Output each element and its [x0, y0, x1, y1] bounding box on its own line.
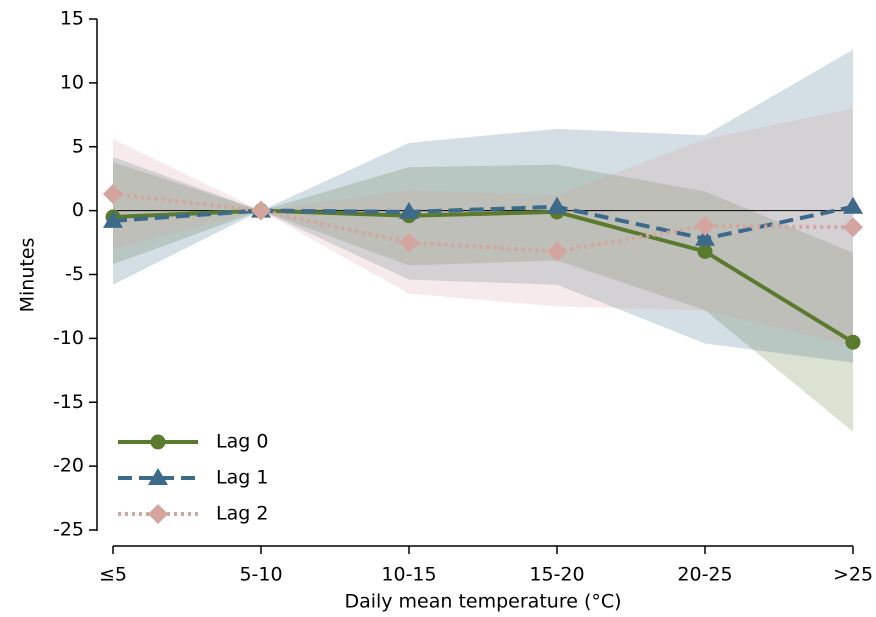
data-point: [695, 228, 715, 246]
y-tick-label: -20: [53, 455, 84, 477]
x-tick-label: ≤5: [99, 564, 127, 586]
confidence-band: [113, 108, 853, 347]
data-point: [103, 210, 123, 228]
data-point: [547, 241, 567, 262]
x-tick-label: 20-25: [677, 564, 732, 586]
confidence-band: [113, 49, 853, 363]
x-tick-label: >25: [833, 564, 873, 586]
data-point: [399, 232, 419, 253]
y-tick-label: -10: [53, 327, 84, 349]
y-tick-label: 15: [60, 8, 84, 30]
data-point: [843, 196, 863, 214]
data-point: [547, 196, 567, 214]
legend-label: Lag 1: [216, 467, 268, 489]
data-point: [399, 201, 419, 219]
x-tick-label: 10-15: [381, 564, 436, 586]
legend-marker: [150, 434, 166, 450]
x-tick-label: 5-10: [239, 564, 282, 586]
y-axis-label: Minutes: [17, 238, 39, 313]
x-tick-label: 15-20: [529, 564, 584, 586]
legend-marker: [148, 468, 168, 485]
y-tick-label: -15: [53, 391, 84, 413]
y-tick-label: -25: [53, 519, 84, 541]
y-tick-label: 10: [60, 71, 84, 93]
data-point: [103, 184, 123, 205]
data-point: [695, 215, 715, 236]
y-tick-label: 0: [72, 199, 84, 221]
series-line: [112, 204, 854, 241]
legend-label: Lag 2: [216, 503, 268, 525]
legend-label: Lag 0: [216, 431, 268, 453]
data-point: [251, 200, 271, 221]
data-point: [843, 217, 863, 238]
y-tick-label: -5: [65, 263, 84, 285]
x-axis-label: Daily mean temperature (°C): [344, 591, 621, 613]
series-line: [112, 192, 854, 254]
data-point: [697, 244, 713, 260]
series-line: [112, 208, 855, 344]
data-point: [845, 334, 861, 350]
y-tick-label: 5: [72, 135, 84, 157]
legend-marker: [148, 504, 168, 524]
